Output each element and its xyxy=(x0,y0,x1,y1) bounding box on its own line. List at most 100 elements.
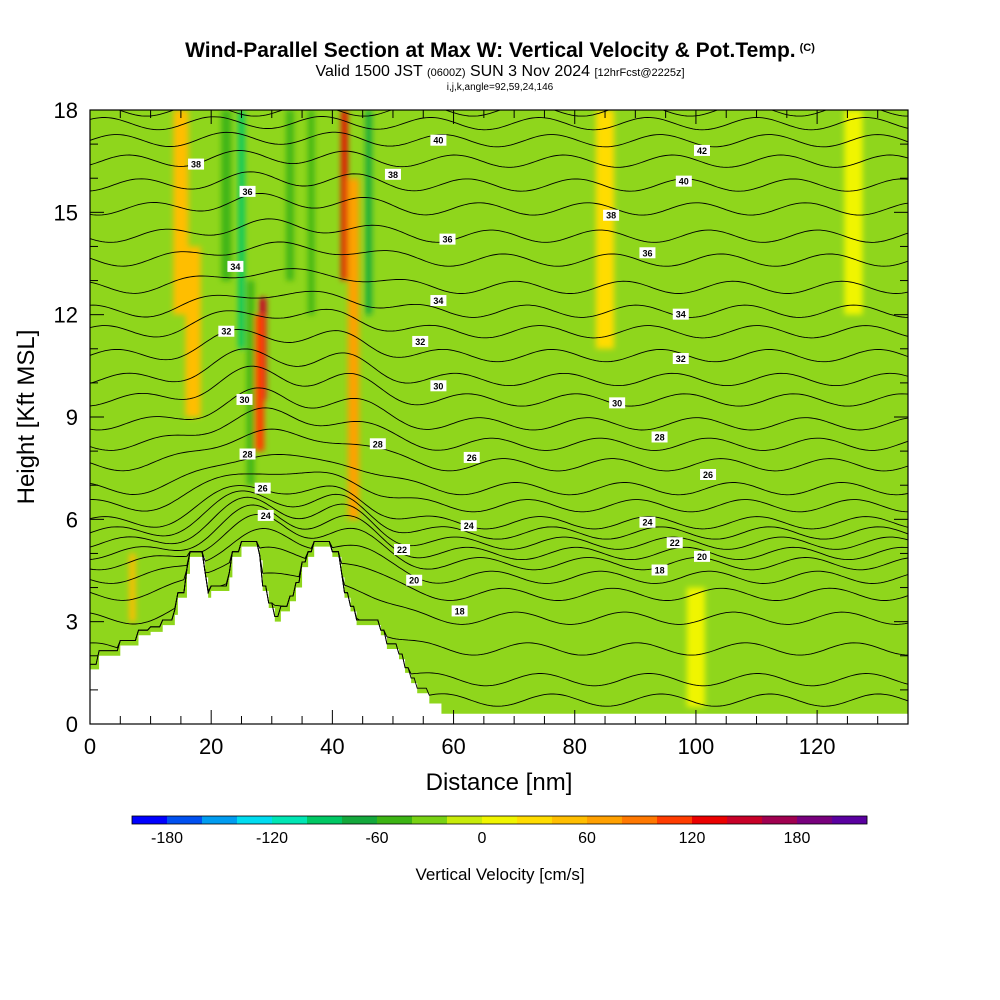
isentrope-label-box xyxy=(639,247,656,259)
isentrope-label: 26 xyxy=(700,468,717,480)
colorbar-swatch xyxy=(622,816,658,824)
valid-time-utc: (0600Z) xyxy=(426,67,466,79)
chart-header: Wind-Parallel Section at Max W: Vertical… xyxy=(0,36,1000,93)
isentrope-line xyxy=(90,218,908,243)
isentrope-label: 36 xyxy=(639,247,656,259)
isentrope-line xyxy=(90,131,908,148)
isentrope-label-text: 28 xyxy=(655,432,665,442)
isentrope-line xyxy=(90,241,908,267)
velocity-streak xyxy=(185,246,201,417)
y-tick-label: 15 xyxy=(54,200,78,225)
terrain-profile xyxy=(90,546,908,724)
isentrope-label-box xyxy=(412,335,429,347)
velocity-streak xyxy=(595,110,615,349)
isentrope-label-text: 36 xyxy=(243,187,253,197)
chart-title-text: Wind-Parallel Section at Max W: Vertical… xyxy=(185,39,796,62)
isentrope-line xyxy=(90,513,908,571)
isentrope-label: 36 xyxy=(239,185,256,197)
isentrope-label-box xyxy=(218,325,235,337)
isentrope-label-text: 34 xyxy=(676,310,686,320)
isentrope-label: 20 xyxy=(406,574,423,586)
isentrope-line xyxy=(90,485,908,530)
isentrope-label-box xyxy=(257,509,274,521)
isentrope-contours xyxy=(90,110,908,707)
isentrope-label: 26 xyxy=(463,451,480,463)
isentrope-label-box xyxy=(693,550,710,562)
isentrope-label-box xyxy=(254,482,271,494)
isentrope-label-box xyxy=(430,380,447,392)
valid-time-line: Valid 1500 JST (0600Z) SUN 3 Nov 2024 [1… xyxy=(0,63,1000,82)
isentrope-label: 18 xyxy=(451,605,468,617)
isentrope-label: 24 xyxy=(460,520,477,532)
isentrope-line xyxy=(90,428,908,472)
colorbar-swatch xyxy=(307,816,343,824)
isentrope-label: 38 xyxy=(188,158,205,170)
isentrope-label-box xyxy=(460,520,477,532)
isentrope-label: 30 xyxy=(609,397,626,409)
colorbar-swatch xyxy=(342,816,378,824)
velocity-streak xyxy=(246,280,255,486)
y-tick-label: 6 xyxy=(66,507,78,532)
isentrope-label: 38 xyxy=(603,209,620,221)
isentrope-label-text: 30 xyxy=(612,398,622,408)
grid-indices: i,j,k,angle=92,59,24,146 xyxy=(446,82,554,93)
contour-labels: 38 36 34 32 30 28 26 24 40 38 36 34 32 30 28 26 24 22 20 18… xyxy=(188,134,717,617)
y-tick-label: 0 xyxy=(66,712,78,737)
isentrope-label: 22 xyxy=(394,544,411,556)
colorbar-swatch xyxy=(202,816,238,824)
isentrope-label-box xyxy=(406,574,423,586)
isentrope-label: 28 xyxy=(651,431,668,443)
isentrope-line xyxy=(90,490,908,540)
colorbar-swatch xyxy=(377,816,413,824)
isentrope-label-box xyxy=(451,605,468,617)
isentrope-label-box xyxy=(700,468,717,480)
isentrope-line xyxy=(90,387,908,431)
isentrope-label-box xyxy=(384,168,401,180)
colorbar-tick-label: -120 xyxy=(256,830,288,847)
isentrope-label: 32 xyxy=(218,325,235,337)
velocity-streak xyxy=(686,587,706,707)
isentrope-label: 20 xyxy=(693,550,710,562)
colorbar-swatch xyxy=(832,816,868,824)
y-axis-title: Height [Kft MSL] xyxy=(13,330,40,505)
isentrope-label-text: 40 xyxy=(679,177,689,187)
valid-time: Valid 1500 JST xyxy=(315,63,423,80)
y-tick-label: 3 xyxy=(66,610,78,635)
isentrope-label-text: 30 xyxy=(240,395,250,405)
isentrope-label-text: 38 xyxy=(388,170,398,180)
isentrope-label-box xyxy=(227,260,244,272)
isentrope-label-text: 38 xyxy=(606,211,616,221)
colorbar-swatch xyxy=(167,816,203,824)
isentrope-line xyxy=(90,268,908,294)
isentrope-label-box xyxy=(188,158,205,170)
colorbar-swatch xyxy=(412,816,448,824)
velocity-streak xyxy=(308,110,315,315)
isentrope-label-text: 34 xyxy=(230,262,240,272)
isentrope-label: 18 xyxy=(651,564,668,576)
isentrope-label: 34 xyxy=(430,295,447,307)
velocity-streak xyxy=(221,110,232,281)
isentrope-label: 32 xyxy=(412,335,429,347)
isentrope-label: 40 xyxy=(430,134,447,146)
isentrope-label-text: 42 xyxy=(697,146,707,156)
isentrope-label-box xyxy=(369,438,386,450)
isentrope-label: 24 xyxy=(257,509,274,521)
isentrope-label-text: 22 xyxy=(670,538,680,548)
isentrope-label-text: 32 xyxy=(676,354,686,364)
copyright-mark: (C) xyxy=(799,42,815,54)
isentrope-label-text: 26 xyxy=(467,453,477,463)
x-tick-label: 80 xyxy=(562,734,586,759)
isentrope-label: 28 xyxy=(369,438,386,450)
colorbar-swatch xyxy=(657,816,693,824)
isentrope-label-text: 20 xyxy=(409,576,419,586)
velocity-streak xyxy=(348,178,360,520)
velocity-streak xyxy=(238,110,245,349)
colorbar-tick-label: 0 xyxy=(478,830,487,847)
isentrope-line xyxy=(90,365,908,407)
velocity-streak xyxy=(286,110,294,281)
isentrope-label: 34 xyxy=(672,308,689,320)
isentrope-label: 42 xyxy=(693,144,710,156)
colorbar-swatch xyxy=(727,816,763,824)
isentrope-label-text: 18 xyxy=(655,566,665,576)
